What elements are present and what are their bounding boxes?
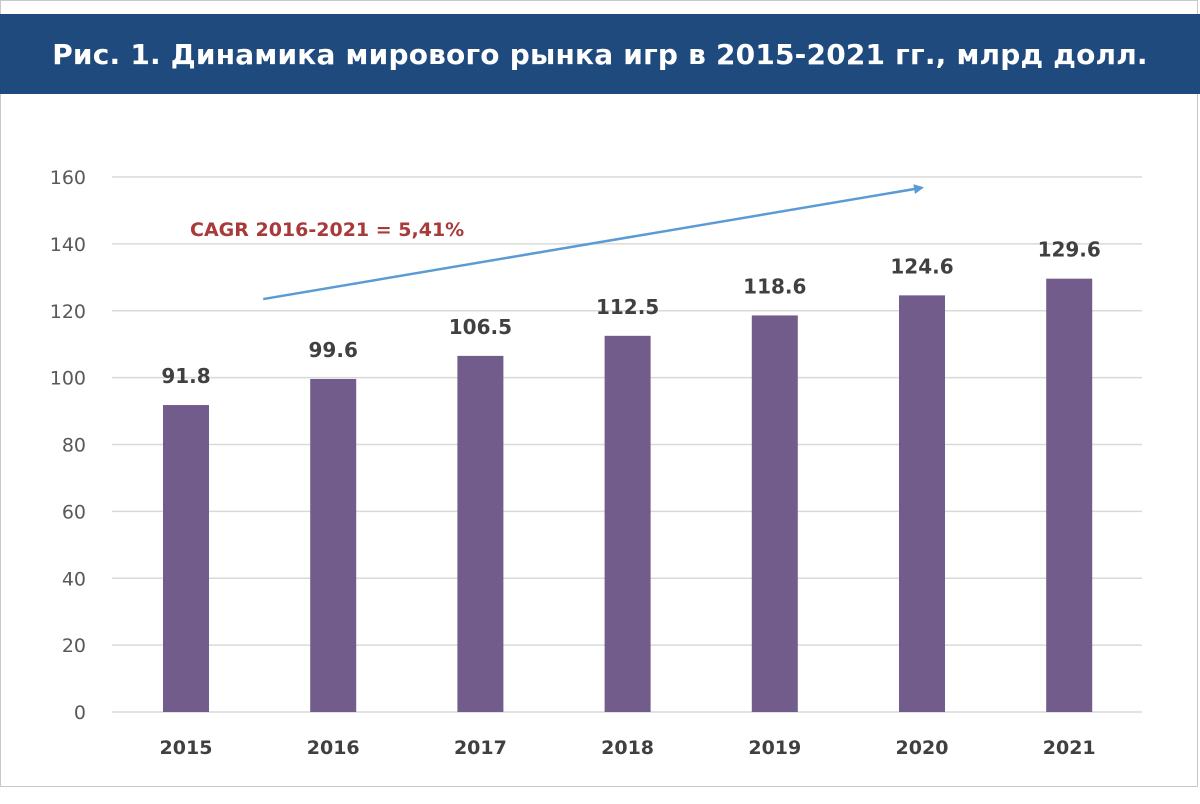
y-tick-label: 100 — [50, 368, 86, 390]
bar-2018 — [604, 335, 651, 712]
y-tick-label: 160 — [50, 167, 86, 189]
y-tick-label: 60 — [62, 501, 86, 523]
y-tick-label: 140 — [50, 234, 86, 256]
data-label: 99.6 — [309, 338, 358, 362]
y-tick-label: 40 — [62, 568, 86, 590]
y-axis-ticks: 0 20 40 60 80 100 120 140 160 — [50, 167, 86, 724]
title-bar: Рис. 1. Динамика мирового рынка игр в 20… — [0, 14, 1200, 94]
data-label: 129.6 — [1038, 238, 1101, 262]
x-axis-ticks: 2015 2016 2017 2018 2019 2020 2021 — [160, 737, 1096, 759]
y-tick-label: 20 — [62, 635, 86, 657]
x-tick-label: 2021 — [1043, 737, 1096, 759]
x-tick-label: 2018 — [601, 737, 654, 759]
data-label: 112.5 — [596, 295, 659, 319]
chart-title: Рис. 1. Динамика мирового рынка игр в 20… — [52, 37, 1148, 71]
x-tick-label: 2020 — [896, 737, 949, 759]
cagr-annotation: CAGR 2016-2021 = 5,41% — [190, 219, 464, 241]
bar-2020 — [899, 295, 945, 712]
x-tick-label: 2016 — [307, 737, 360, 759]
bar-2021 — [1046, 278, 1093, 712]
bars — [163, 278, 1093, 712]
x-tick-label: 2019 — [748, 737, 801, 759]
data-label: 106.5 — [449, 315, 512, 339]
bar-2016 — [310, 378, 357, 712]
bar-2019 — [751, 315, 798, 712]
x-tick-label: 2015 — [160, 737, 213, 759]
bar-2017 — [457, 355, 504, 712]
data-label: 91.8 — [161, 364, 210, 388]
y-tick-label: 120 — [50, 301, 86, 323]
y-tick-label: 80 — [62, 435, 86, 457]
bar-2015 — [163, 405, 209, 712]
data-labels: 91.8 99.6 106.5 112.5 118.6 124.6 129.6 — [161, 238, 1101, 388]
y-tick-label: 0 — [74, 702, 86, 724]
data-label: 124.6 — [890, 254, 953, 278]
trend-arrow-group — [262, 184, 924, 301]
data-label: 118.6 — [743, 274, 806, 298]
x-tick-label: 2017 — [454, 737, 507, 759]
trend-arrow — [262, 184, 924, 301]
